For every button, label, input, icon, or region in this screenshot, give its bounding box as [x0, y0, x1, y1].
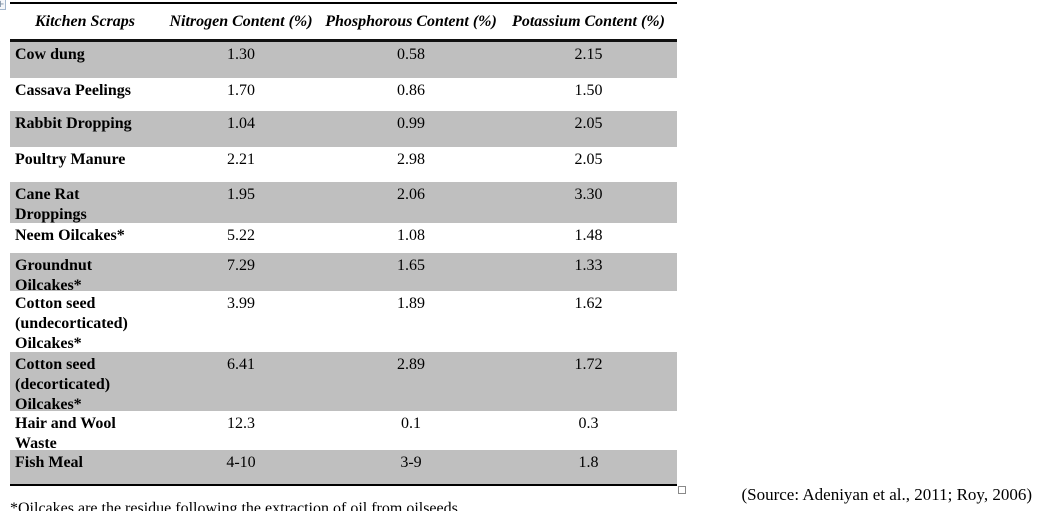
table-row: Hair and Wool Waste 12.3 0.1 0.3 [10, 411, 677, 452]
row-label: Rabbit Dropping [15, 115, 132, 132]
row-label: Groundnut Oilcakes* [15, 257, 93, 294]
row-value: 1.72 [574, 356, 603, 373]
row-value: 1.8 [578, 454, 599, 471]
row-label: Cotton seed (decorticated) Oilcakes* [15, 356, 111, 413]
table-header-row: Kitchen Scraps Nitrogen Content (%) Phos… [10, 4, 677, 42]
row-value: 1.08 [397, 227, 425, 244]
row-value: 1.62 [574, 295, 603, 312]
column-header-phosphorous-content: Phosphorous Content (%) [325, 12, 497, 30]
table-row: Rabbit Dropping 1.04 0.99 2.05 [10, 111, 677, 147]
row-value: 1.30 [227, 46, 255, 63]
row-label: Neem Oilcakes* [15, 227, 125, 244]
row-value: 2.98 [397, 151, 425, 168]
table-body: Cow dung 1.30 0.58 2.15 Cassava Peelings 1.70… [10, 42, 677, 484]
row-value: 1.70 [227, 82, 255, 99]
row-label: Cane Rat Droppings [15, 186, 87, 223]
table-row: Cane Rat Droppings 1.95 2.06 3.30 [10, 182, 677, 223]
npk-content-table: Kitchen Scraps Nitrogen Content (%) Phos… [10, 2, 677, 486]
table-row: Neem Oilcakes* 5.22 1.08 1.48 [10, 223, 677, 253]
row-value: 0.1 [401, 415, 421, 432]
row-value: 4-10 [226, 454, 256, 471]
row-label: Cassava Peelings [15, 82, 131, 99]
table-row: Cotton seed (undecorticated) Oilcakes* 3.… [10, 291, 677, 352]
row-value: 5.22 [227, 227, 255, 244]
row-value: 3-9 [400, 454, 422, 471]
column-header-potassium-content: Potassium Content (%) [512, 12, 665, 30]
row-value: 1.48 [574, 227, 603, 244]
row-label: Poultry Manure [15, 151, 126, 168]
table-row: Groundnut Oilcakes* 7.29 1.65 1.33 [10, 253, 677, 294]
row-value: 12.3 [227, 415, 255, 432]
row-value: 2.89 [397, 356, 425, 373]
row-value: 0.3 [578, 415, 599, 432]
table-row: Fish Meal 4-10 3-9 1.8 [10, 450, 677, 484]
row-value: 2.15 [574, 46, 603, 63]
row-value: 1.95 [227, 186, 255, 203]
row-value: 2.06 [397, 186, 425, 203]
row-label: Cow dung [15, 46, 85, 63]
row-value: 2.21 [227, 151, 255, 168]
row-value: 1.33 [574, 257, 603, 274]
column-header-nitrogen-content: Nitrogen Content (%) [169, 12, 313, 30]
row-value: 0.58 [397, 46, 425, 63]
table-row: Poultry Manure 2.21 2.98 2.05 [10, 147, 677, 182]
row-value: 1.65 [397, 257, 425, 274]
row-value: 6.41 [227, 356, 255, 373]
row-value: 1.89 [397, 295, 425, 312]
row-label: Fish Meal [15, 454, 83, 471]
table-row: Cotton seed (decorticated) Oilcakes* 6.41… [10, 352, 677, 413]
row-value: 7.29 [227, 257, 255, 274]
oilcakes-footnote: *Oilcakes are the residue following the … [10, 500, 458, 511]
row-value: 2.05 [574, 151, 603, 168]
row-value: 1.50 [574, 82, 603, 99]
table-row: Cow dung 1.30 0.58 2.15 [10, 42, 677, 78]
row-label: Hair and Wool Waste [15, 415, 116, 452]
column-header-kitchen-scraps: Kitchen Scraps [34, 12, 135, 30]
row-value: 1.04 [227, 115, 255, 132]
table-resize-handle[interactable] [678, 486, 686, 494]
row-value: 0.99 [397, 115, 425, 132]
row-value: 0.86 [397, 82, 425, 99]
table-move-handle-icon[interactable]: + [0, 0, 6, 10]
table-row: Cassava Peelings 1.70 0.86 1.50 [10, 78, 677, 111]
row-label: Cotton seed (undecorticated) Oilcakes* [15, 295, 128, 352]
source-citation: (Source: Adeniyan et al., 2011; Roy, 200… [741, 485, 1032, 504]
row-value: 3.99 [227, 295, 255, 312]
row-value: 3.30 [574, 186, 603, 203]
row-value: 2.05 [574, 115, 603, 132]
